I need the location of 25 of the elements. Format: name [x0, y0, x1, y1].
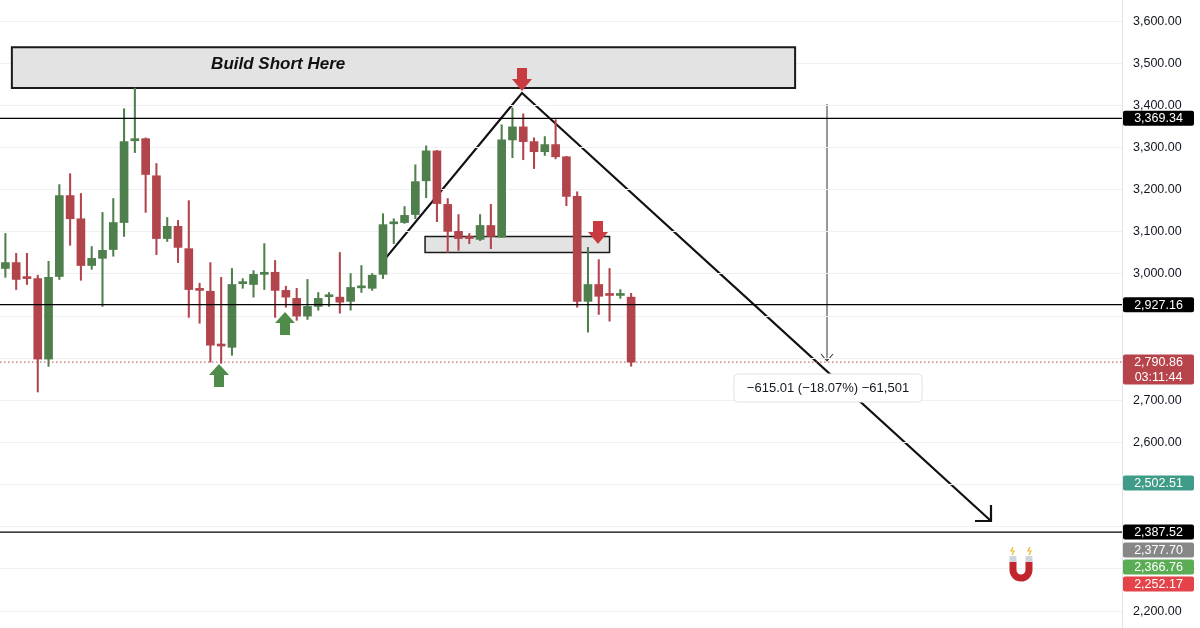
- band-label: Build Short Here: [211, 54, 346, 74]
- candlestick: [98, 212, 107, 307]
- ref-line-label: 3,369.34: [1134, 111, 1183, 126]
- text: 2,252.17: [1134, 576, 1183, 591]
- candlestick: [130, 87, 140, 153]
- y-tick-label: 3,100.00: [1133, 224, 1182, 239]
- y-tick-label: 2,200.00: [1133, 603, 1182, 618]
- candlestick: [259, 243, 269, 290]
- y-tick-label: 3,300.00: [1133, 139, 1182, 154]
- candlestick: [454, 214, 463, 251]
- ref-line-label: 2,387.52: [1134, 525, 1183, 540]
- ref-line-label: 2,927.16: [1134, 297, 1183, 312]
- y-tick-label: 3,400.00: [1133, 97, 1182, 112]
- y-tick-label: 3,000.00: [1133, 266, 1182, 281]
- y-tick-label: 3,600.00: [1133, 13, 1182, 28]
- ref-line-label: 2,790.86 03:11:44: [1134, 355, 1183, 385]
- annotation: −615.01 (−18.07%) −61,501: [746, 380, 910, 396]
- y-tick-label: 3,500.00: [1133, 55, 1182, 70]
- text: 2,366.76: [1134, 559, 1183, 574]
- text: 2,502.51: [1134, 475, 1183, 490]
- candlestick: [303, 279, 312, 320]
- y-tick-label: 3,200.00: [1133, 182, 1182, 197]
- y-tick-label: 2,700.00: [1133, 392, 1182, 407]
- text: 2,377.70: [1134, 542, 1183, 557]
- y-tick-label: 2,600.00: [1133, 435, 1182, 449]
